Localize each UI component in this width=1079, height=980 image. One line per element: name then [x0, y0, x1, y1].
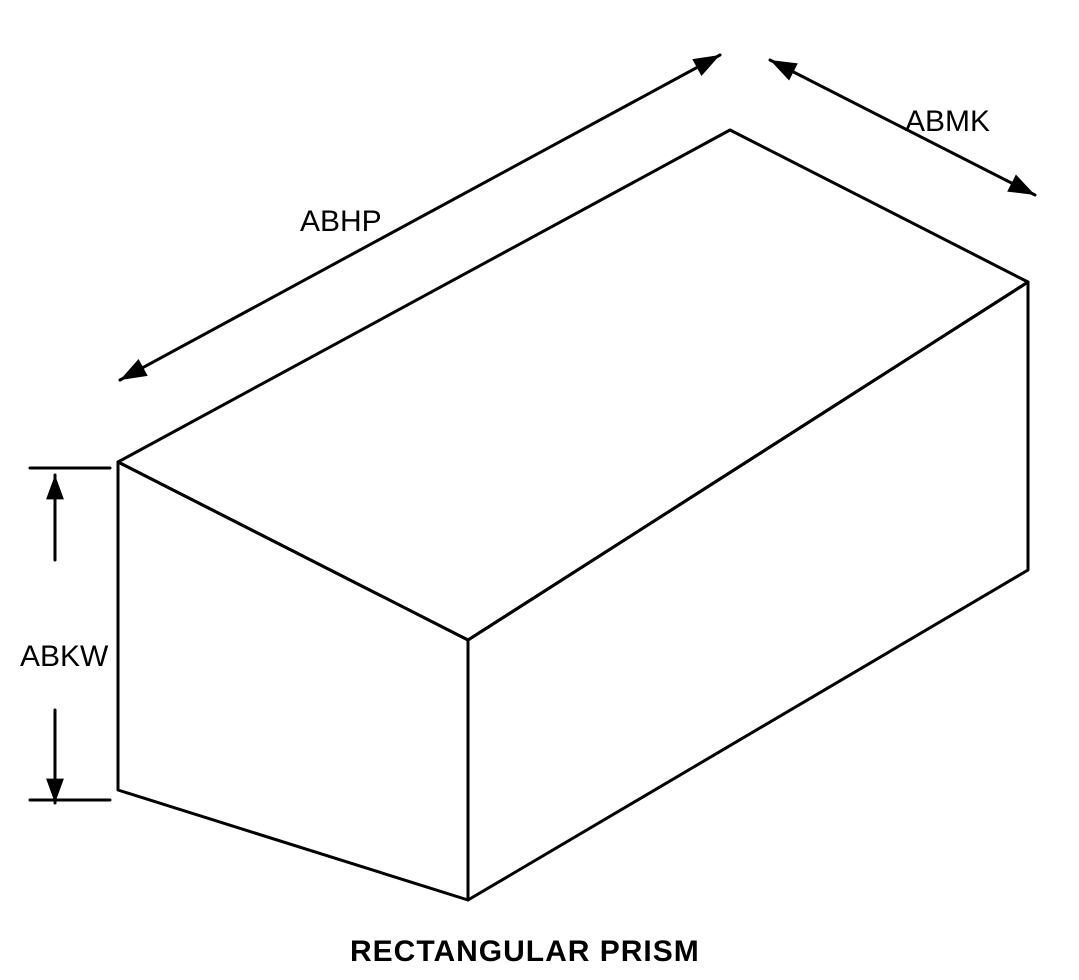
width-label: ABMK	[905, 105, 990, 139]
length-label: ABHP	[300, 205, 382, 239]
rect-prism-diagram	[0, 0, 1079, 980]
caption: RECTANGULAR PRISM	[350, 935, 700, 969]
height-label: ABKW	[20, 640, 108, 674]
